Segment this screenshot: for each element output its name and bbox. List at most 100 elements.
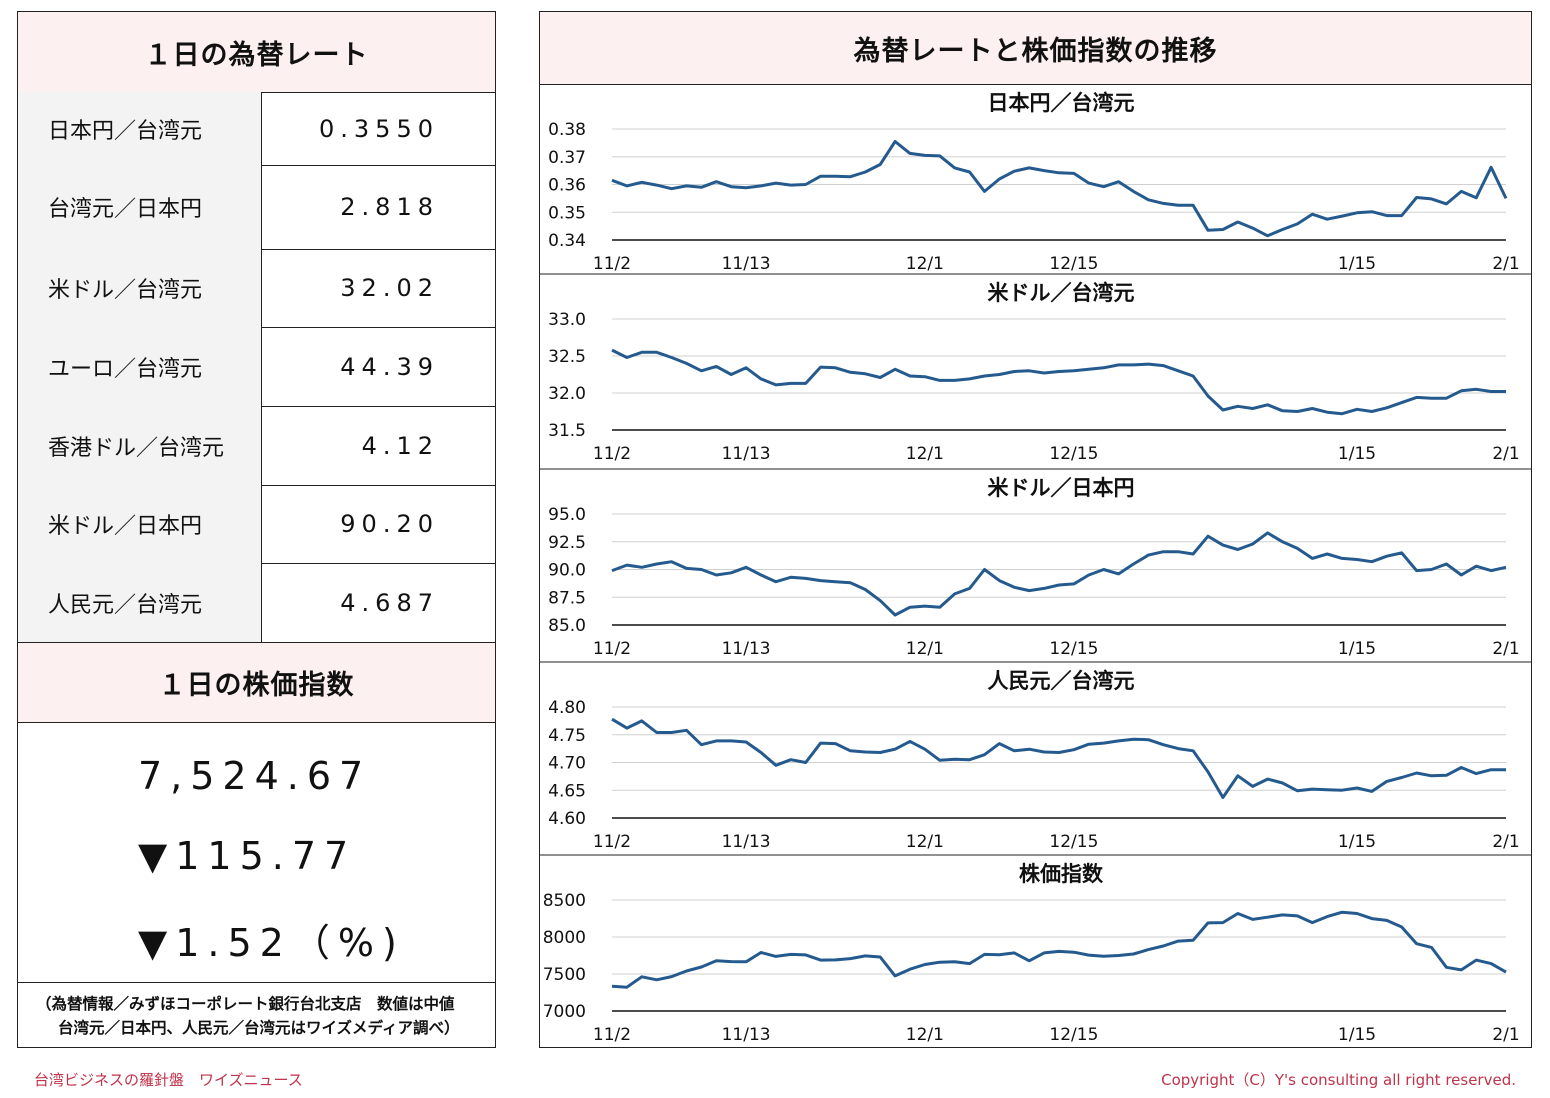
x-tick-label: 12/15 (1049, 254, 1098, 274)
chart-2: 米ドル／日本円 95.0 92.5 90.0 87.5 85.0 11/2 11/13 12/1… (540, 468, 1531, 659)
x-tick-label: 2/1 (1492, 254, 1519, 274)
x-tick-label: 11/2 (593, 1025, 631, 1045)
x-tick-label: 2/1 (1492, 832, 1519, 852)
rate-value: 0.3550 (319, 114, 439, 143)
x-tick-label: 1/15 (1338, 832, 1376, 852)
rate-label: 台湾元／日本円 (18, 165, 262, 249)
x-tick-label: 12/1 (906, 832, 944, 852)
x-tick-label: 2/1 (1492, 444, 1519, 464)
x-tick-label: 11/13 (722, 832, 771, 852)
trend-panel: 為替レートと株価指数の推移 日本円／台湾元 0.38 0.37 0.36 0.35 0.3… (539, 11, 1532, 1048)
stock-value: 7,524.67 (138, 754, 372, 798)
rate-value: 44.39 (340, 352, 439, 381)
rate-row: 台湾元／日本円 2.818 (18, 165, 495, 250)
stock-change-pct: ▼1.52（%) (138, 921, 405, 965)
rate-row: 人民元／台湾元 4.687 (18, 563, 495, 643)
y-tick-label: 4.70 (548, 754, 586, 774)
y-tick-label: 90.0 (548, 561, 586, 581)
rate-value: 90.20 (340, 510, 439, 538)
rate-row: 日本円／台湾元 0.3550 (18, 92, 495, 166)
rate-label: 米ドル／台湾元 (18, 249, 262, 327)
rate-row: 香港ドル／台湾元 4.12 (18, 406, 495, 486)
y-tick-label: 7500 (543, 965, 586, 985)
x-tick-label: 11/13 (722, 254, 771, 274)
rate-row: 米ドル／台湾元 32.02 (18, 249, 495, 328)
source-note: （為替情報／みずほコーポレート銀行台北支店 数値は中値 台湾元／日本円、人民元／… (36, 992, 459, 1040)
rate-value: 32.02 (340, 274, 439, 302)
source-note-line1: （為替情報／みずほコーポレート銀行台北支店 数値は中値 (36, 995, 455, 1013)
chart-title: 株価指数 (1019, 862, 1104, 886)
stock-change: ▼115.77 (138, 834, 357, 878)
footer-copyright: Copyright（C）Y's consulting all right res… (1161, 1071, 1516, 1089)
chart-title: 米ドル／台湾元 (988, 281, 1135, 305)
y-tick-label: 33.0 (548, 310, 586, 330)
rate-value: 4.12 (361, 431, 439, 460)
chart-title: 日本円／台湾元 (988, 91, 1135, 115)
y-tick-label: 4.60 (548, 809, 586, 829)
daily-data-panel: １日の為替レート 日本円／台湾元 0.3550 台湾元／日本円 2.818 米ドル／台湾… (17, 11, 496, 1048)
y-tick-label: 4.75 (548, 726, 586, 746)
rate-row: 米ドル／日本円 90.20 (18, 485, 495, 564)
x-tick-label: 12/1 (906, 639, 944, 659)
y-tick-label: 0.36 (548, 176, 586, 196)
source-note-line2: 台湾元／日本円、人民元／台湾元はワイズメディア調べ） (58, 1019, 460, 1037)
chart-1: 米ドル／台湾元 33.0 32.5 32.0 31.5 11/2 11/13 12/1 12/1… (540, 273, 1531, 464)
rate-label: 日本円／台湾元 (18, 92, 262, 165)
y-tick-label: 7000 (543, 1002, 586, 1022)
x-tick-label: 11/13 (722, 639, 771, 659)
chart-3: 人民元／台湾元 4.80 4.75 4.70 4.65 4.60 11/2 11/13 12/1… (540, 661, 1531, 852)
rate-label: 香港ドル／台湾元 (18, 406, 262, 485)
y-tick-label: 4.65 (548, 781, 586, 801)
y-tick-label: 32.5 (548, 347, 586, 367)
trend-header: 為替レートと株価指数の推移 (540, 12, 1531, 85)
x-tick-label: 12/1 (906, 444, 944, 464)
rate-row: ユーロ／台湾元 44.39 (18, 327, 495, 407)
y-tick-label: 0.38 (548, 120, 586, 140)
series-line (611, 531, 1507, 617)
chart-0: 日本円／台湾元 0.38 0.37 0.36 0.35 0.34 11/2 11/13 12/1… (548, 91, 1520, 274)
series-line (611, 140, 1508, 238)
x-tick-label: 11/2 (593, 639, 631, 659)
series-line (611, 717, 1506, 799)
rate-label: 人民元／台湾元 (18, 563, 262, 642)
rate-value: 4.687 (340, 588, 439, 617)
x-tick-label: 12/15 (1049, 444, 1098, 464)
rate-label: ユーロ／台湾元 (18, 327, 262, 406)
y-tick-label: 32.0 (548, 384, 586, 404)
x-tick-label: 1/15 (1338, 1025, 1376, 1045)
x-tick-label: 11/2 (593, 444, 631, 464)
series-line (611, 348, 1506, 416)
rate-value: 2.818 (340, 193, 439, 221)
y-tick-label: 4.80 (548, 698, 586, 718)
y-tick-label: 8000 (543, 928, 586, 948)
y-tick-label: 8500 (543, 891, 586, 911)
x-tick-label: 12/15 (1049, 832, 1098, 852)
series-line (611, 910, 1507, 989)
trend-title: 為替レートと株価指数の推移 (853, 35, 1218, 67)
y-tick-label: 31.5 (548, 421, 586, 441)
y-tick-label: 0.34 (548, 231, 586, 251)
x-tick-label: 12/15 (1049, 639, 1098, 659)
y-tick-label: 87.5 (548, 588, 586, 608)
rates-header: １日の為替レート (18, 12, 495, 93)
stock-title: １日の株価指数 (158, 670, 355, 701)
x-tick-label: 11/13 (722, 1025, 771, 1045)
x-tick-label: 1/15 (1338, 639, 1376, 659)
chart-title: 米ドル／日本円 (988, 476, 1135, 500)
chart-title: 人民元／台湾元 (988, 669, 1135, 693)
stock-box: 7,524.67 ▼115.77 ▼1.52（%) (18, 722, 495, 983)
y-tick-label: 85.0 (548, 616, 586, 636)
footer-brand: 台湾ビジネスの羅針盤 ワイズニュース (34, 1071, 303, 1089)
y-tick-label: 0.37 (548, 148, 586, 168)
x-tick-label: 11/2 (593, 832, 631, 852)
x-tick-label: 2/1 (1492, 1025, 1519, 1045)
rates-title: １日の為替レート (144, 39, 369, 71)
x-tick-label: 11/2 (593, 254, 631, 274)
y-tick-label: 92.5 (548, 533, 586, 553)
x-tick-label: 1/15 (1338, 254, 1376, 274)
x-tick-label: 12/15 (1049, 1025, 1098, 1045)
y-tick-label: 0.35 (548, 203, 586, 223)
trend-charts: 日本円／台湾元 0.38 0.37 0.36 0.35 0.34 11/2 11/13 12/1… (540, 91, 1531, 1045)
rate-label: 米ドル／日本円 (18, 485, 262, 563)
chart-4: 株価指数 8500 8000 7500 7000 11/2 11/13 12/1 12/15 1/… (540, 854, 1531, 1045)
